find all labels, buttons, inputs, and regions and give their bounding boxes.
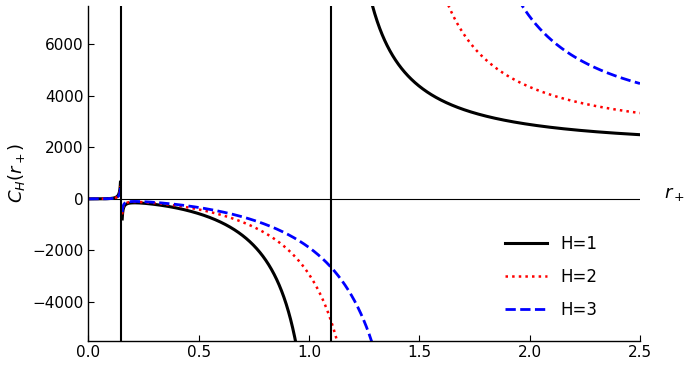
Text: $r_+$: $r_+$ — [664, 185, 685, 203]
Y-axis label: $C_H(r_+)$: $C_H(r_+)$ — [5, 143, 27, 203]
Legend: H=1, H=2, H=3: H=1, H=2, H=3 — [499, 228, 604, 325]
